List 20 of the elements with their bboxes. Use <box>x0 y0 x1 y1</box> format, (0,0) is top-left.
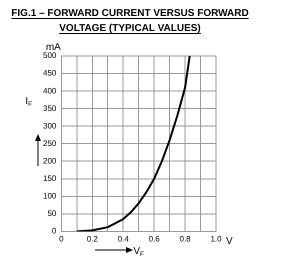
y-tick-label: 150 <box>42 174 57 183</box>
y-tick-label: 200 <box>42 156 57 166</box>
x-tick-label: 0.8 <box>180 234 192 244</box>
x-tick-label: 0.4 <box>118 234 130 244</box>
text: mA <box>46 42 62 53</box>
chart-title: FIG.1 – FORWARD CURRENT VERSUS FORWARD VOLTAGE (TYPICAL VALUES) <box>11 8 249 34</box>
y-tick-label: 100 <box>42 192 57 201</box>
x-tick-label: 0.2 <box>86 234 98 244</box>
y-tick-label: 450 <box>42 68 57 78</box>
y-tick-label: 350 <box>42 104 57 113</box>
x-tick-label: 0.6 <box>148 234 160 244</box>
text: V <box>226 236 233 248</box>
y-tick-label: 500 <box>42 51 57 60</box>
y-tick-label: 250 <box>42 138 57 148</box>
y-tick-label: 300 <box>42 121 57 130</box>
y-tick-label: 50 <box>47 209 57 218</box>
y-tick-label: 0 <box>52 226 57 236</box>
x-tick-label: 1.0 <box>210 234 222 244</box>
y-tick-label: 400 <box>42 86 57 96</box>
x-tick-label: 0 <box>59 234 64 244</box>
